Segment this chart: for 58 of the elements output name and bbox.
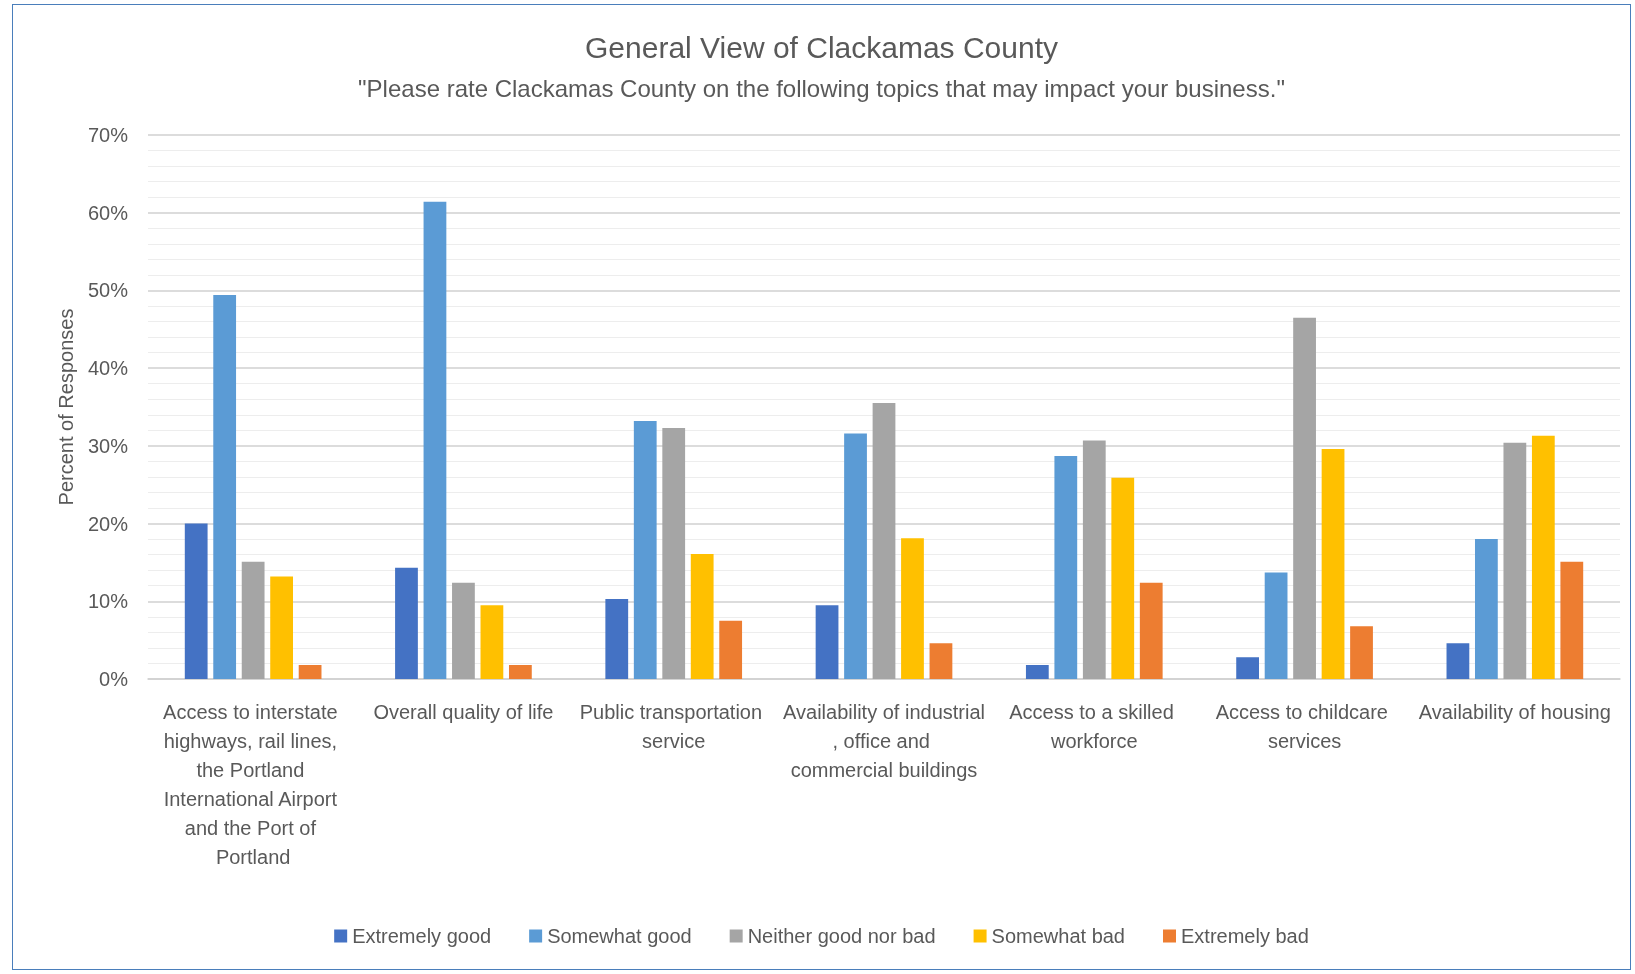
bar bbox=[1111, 477, 1135, 679]
y-tick-label: 70% bbox=[87, 124, 129, 146]
bar bbox=[1560, 561, 1584, 679]
bar bbox=[298, 665, 322, 679]
bar bbox=[423, 201, 447, 679]
legend-label: Extremely bad bbox=[1181, 925, 1309, 947]
x-tick-label: Access to childcare services bbox=[1215, 700, 1394, 752]
chart-title: General View of Clackamas County bbox=[585, 30, 1058, 64]
y-tick-label: 0% bbox=[99, 668, 129, 690]
bar bbox=[1321, 448, 1345, 679]
y-tick-label: 50% bbox=[87, 279, 129, 302]
bar bbox=[1474, 539, 1498, 679]
bar bbox=[1082, 440, 1106, 679]
x-tick-label: Access to a skilled workforce bbox=[1009, 700, 1180, 752]
y-tick-label: 60% bbox=[87, 201, 129, 224]
bar bbox=[1139, 582, 1163, 679]
y-tick-label: 30% bbox=[87, 434, 129, 457]
bar bbox=[213, 295, 237, 679]
bar bbox=[1350, 626, 1373, 679]
bar bbox=[452, 582, 475, 679]
bar bbox=[395, 567, 418, 679]
bar bbox=[1264, 572, 1288, 679]
legend-label: Extremely good bbox=[352, 925, 492, 947]
bar bbox=[690, 553, 714, 679]
bar bbox=[872, 403, 896, 679]
bar bbox=[1446, 643, 1470, 679]
bar bbox=[270, 576, 294, 679]
x-tick-label: Access to interstate highways, rail lines, the Portland International Airport and the Port of Portland bbox=[163, 700, 344, 868]
y-axis-title: Percent of Responses bbox=[55, 308, 77, 506]
bar bbox=[1531, 435, 1555, 679]
bar bbox=[929, 643, 953, 679]
bar bbox=[241, 561, 265, 679]
bar bbox=[184, 523, 208, 679]
x-tick-label: Availability of housing bbox=[1418, 700, 1611, 723]
bar bbox=[815, 605, 839, 679]
legend-label: Somewhat bad bbox=[991, 925, 1125, 947]
legend-label: Neither good nor bad bbox=[747, 925, 936, 947]
x-tick-label: Public transportation service bbox=[579, 700, 768, 752]
legend-label: Somewhat good bbox=[547, 925, 692, 947]
y-tick-label: 40% bbox=[87, 357, 129, 380]
chart-subtitle: "Please rate Clackamas County on the following topics that may impact your business." bbox=[358, 74, 1285, 102]
bar bbox=[719, 620, 743, 679]
y-tick-label: 10% bbox=[87, 590, 129, 613]
x-tick-label: Availability of industrial, office and commercial buildings bbox=[783, 700, 985, 781]
y-tick-label: 20% bbox=[87, 512, 129, 535]
bar bbox=[662, 427, 686, 679]
bar bbox=[901, 538, 924, 679]
bar bbox=[1293, 317, 1316, 679]
bar bbox=[633, 420, 657, 679]
bar bbox=[1025, 665, 1049, 679]
bar bbox=[1236, 657, 1260, 679]
bar bbox=[508, 665, 532, 679]
bar bbox=[605, 598, 629, 679]
bar bbox=[1054, 455, 1078, 679]
bar bbox=[480, 605, 504, 679]
bar bbox=[1503, 442, 1527, 679]
bar bbox=[844, 433, 867, 679]
x-tick-label: Overall quality of life bbox=[373, 700, 554, 723]
